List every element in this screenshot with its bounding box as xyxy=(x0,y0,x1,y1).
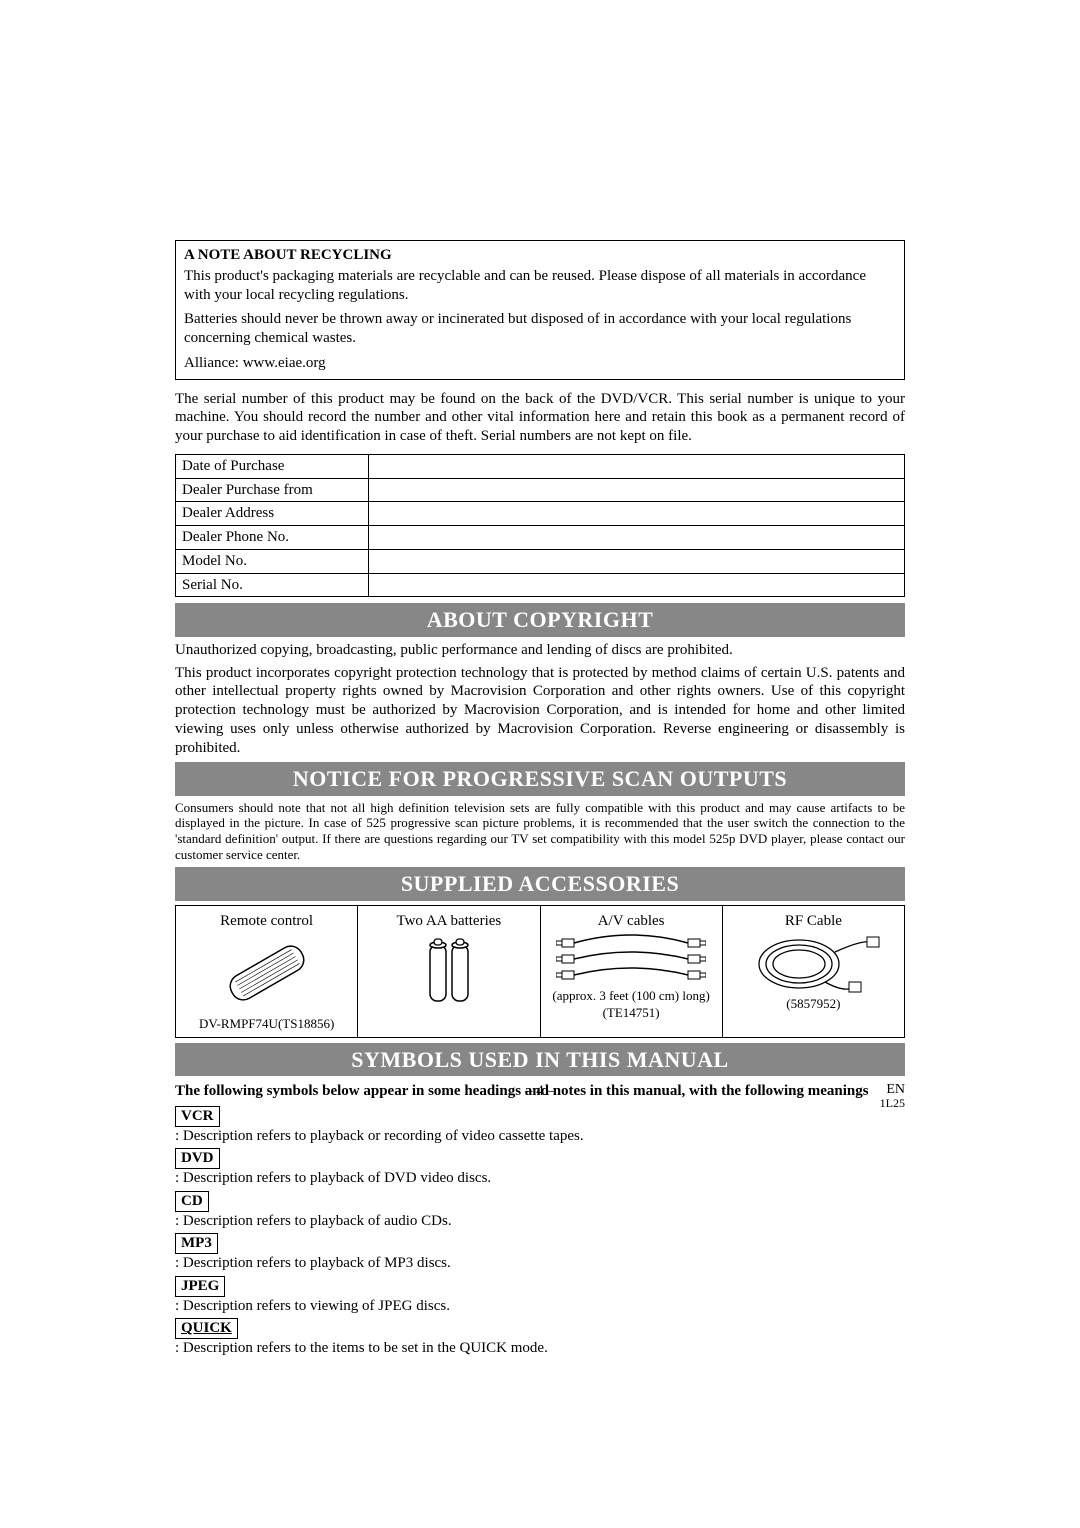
page: A NOTE ABOUT RECYCLING This product's pa… xyxy=(0,0,1080,1528)
rf-cable-icon xyxy=(727,930,900,996)
acc-batteries-label: Two AA batteries xyxy=(362,912,535,931)
footer-code: 1L25 xyxy=(880,1097,905,1110)
copyright-p1: Unauthorized copying, broadcasting, publ… xyxy=(175,641,905,660)
table-row: Dealer Phone No. xyxy=(176,526,905,550)
recycling-p2: Batteries should never be thrown away or… xyxy=(184,310,896,348)
mp3-desc: : Description refers to playback of MP3 … xyxy=(175,1254,905,1273)
section-progressive: NOTICE FOR PROGRESSIVE SCAN OUTPUTS xyxy=(175,762,905,796)
section-copyright: ABOUT COPYRIGHT xyxy=(175,603,905,637)
table-row: Model No. xyxy=(176,549,905,573)
table-row: Dealer Address xyxy=(176,502,905,526)
vcr-desc: : Description refers to playback or reco… xyxy=(175,1127,905,1146)
record-value xyxy=(369,478,905,502)
table-row: Date of Purchase xyxy=(176,454,905,478)
recycling-note-box: A NOTE ABOUT RECYCLING This product's pa… xyxy=(175,240,905,380)
record-label: Date of Purchase xyxy=(176,454,369,478)
section-accessories: SUPPLIED ACCESSORIES xyxy=(175,867,905,901)
table-row: Dealer Purchase from xyxy=(176,478,905,502)
quick-tag: QUICK xyxy=(175,1318,238,1339)
recycling-title: A NOTE ABOUT RECYCLING xyxy=(184,246,896,265)
acc-rf-label: RF Cable xyxy=(727,912,900,931)
accessories-table: Remote control DV-RMPF74U(TS18856) xyxy=(175,905,905,1038)
record-table: Date of Purchase Dealer Purchase from De… xyxy=(175,454,905,598)
acc-remote-sub: DV-RMPF74U(TS18856) xyxy=(180,1016,353,1032)
cd-tag: CD xyxy=(175,1191,209,1212)
cd-desc: : Description refers to playback of audi… xyxy=(175,1212,905,1231)
section-symbols: SYMBOLS USED IN THIS MANUAL xyxy=(175,1043,905,1077)
record-label: Dealer Phone No. xyxy=(176,526,369,550)
jpeg-desc: : Description refers to viewing of JPEG … xyxy=(175,1297,905,1316)
mp3-tag: MP3 xyxy=(175,1233,218,1254)
serial-note: The serial number of this product may be… xyxy=(175,390,905,446)
record-label: Dealer Address xyxy=(176,502,369,526)
record-value xyxy=(369,573,905,597)
acc-remote-label: Remote control xyxy=(180,912,353,931)
footer: – 4 – EN 1L25 xyxy=(175,1082,905,1101)
acc-av-label: A/V cables xyxy=(545,912,718,931)
acc-rf-cell: RF Cable (5857952) xyxy=(722,905,904,1037)
record-value xyxy=(369,549,905,573)
record-label: Serial No. xyxy=(176,573,369,597)
page-number: – 4 – xyxy=(525,1083,555,1099)
record-label: Dealer Purchase from xyxy=(176,478,369,502)
acc-av-sub: (approx. 3 feet (100 cm) long) (TE14751) xyxy=(545,988,718,1021)
dvd-tag: DVD xyxy=(175,1148,220,1169)
progressive-note: Consumers should note that not all high … xyxy=(175,800,905,862)
batteries-icon xyxy=(362,930,535,1016)
copyright-p2: This product incorporates copyright prot… xyxy=(175,664,905,758)
acc-batteries-cell: Two AA batteries xyxy=(358,905,540,1037)
record-value xyxy=(369,502,905,526)
quick-desc: : Description refers to the items to be … xyxy=(175,1339,905,1358)
footer-right: EN 1L25 xyxy=(880,1082,905,1111)
recycling-p1: This product's packaging materials are r… xyxy=(184,267,896,305)
recycling-p3: Alliance: www.eiae.org xyxy=(184,354,896,373)
table-row: Serial No. xyxy=(176,573,905,597)
record-value xyxy=(369,526,905,550)
record-value xyxy=(369,454,905,478)
vcr-tag: VCR xyxy=(175,1106,220,1127)
acc-rf-sub: (5857952) xyxy=(727,996,900,1012)
acc-remote-cell: Remote control DV-RMPF74U(TS18856) xyxy=(176,905,358,1037)
av-cables-icon xyxy=(545,930,718,988)
record-label: Model No. xyxy=(176,549,369,573)
remote-icon xyxy=(180,930,353,1016)
dvd-desc: : Description refers to playback of DVD … xyxy=(175,1169,905,1188)
jpeg-tag: JPEG xyxy=(175,1276,225,1297)
acc-av-cell: A/V cables xyxy=(540,905,722,1037)
footer-lang: EN xyxy=(880,1082,905,1097)
